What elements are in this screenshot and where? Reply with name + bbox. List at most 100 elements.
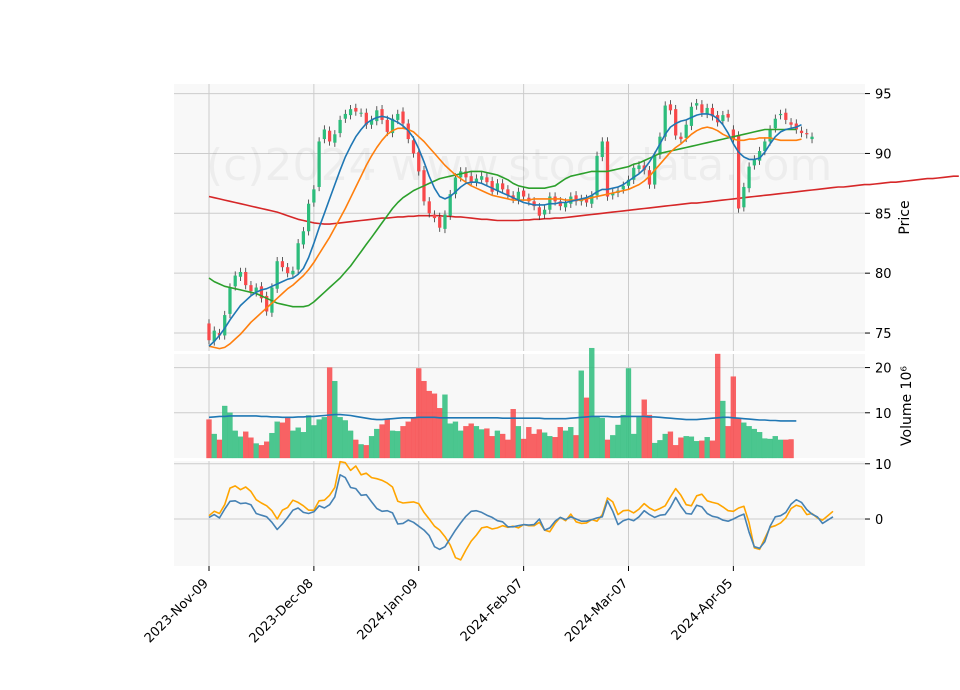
volume-bar xyxy=(279,422,286,459)
candle-body xyxy=(721,115,725,122)
candle-body xyxy=(679,136,683,140)
volume-bars xyxy=(206,347,794,459)
candle-body xyxy=(695,103,699,106)
y-tick-label: 90 xyxy=(875,147,892,162)
volume-bar xyxy=(358,444,364,459)
volume-bar xyxy=(688,436,695,459)
candle-body xyxy=(768,129,772,142)
volume-bar xyxy=(772,436,778,459)
volume-bar xyxy=(704,437,710,459)
volume-y-ticks: 10 20 xyxy=(865,362,892,422)
volume-bar xyxy=(657,440,663,459)
ma-fast-line xyxy=(208,113,802,347)
volume-bar xyxy=(583,397,590,459)
candle-body xyxy=(710,107,715,117)
ma-mid-line xyxy=(208,126,802,350)
candle-body xyxy=(375,110,379,122)
candle-body xyxy=(611,192,615,196)
volume-bar xyxy=(227,412,233,459)
candle-body xyxy=(705,107,709,114)
candle-body xyxy=(401,111,405,124)
candle-body xyxy=(626,179,631,186)
candle-body xyxy=(480,176,484,180)
candle-body xyxy=(254,287,258,293)
candle-body xyxy=(516,191,521,201)
candle-body xyxy=(726,113,730,118)
volume-bar xyxy=(473,426,480,459)
candle-body xyxy=(810,136,814,140)
candle-body xyxy=(223,315,227,336)
volume-bar xyxy=(568,427,574,459)
ma-slow-line xyxy=(208,128,797,308)
volume-bar xyxy=(541,432,548,459)
candle-body xyxy=(385,119,389,132)
volume-bar xyxy=(326,367,333,459)
volume-bar xyxy=(662,433,668,459)
candle-body xyxy=(301,231,306,245)
candle-body xyxy=(668,104,673,111)
moving-average-lines xyxy=(208,113,802,350)
candle-body xyxy=(333,134,337,143)
candle-body xyxy=(469,176,473,183)
x-tick-label: 2024-Apr-05 xyxy=(669,576,736,643)
x-tick-label: 2024-Feb-07 xyxy=(458,576,527,645)
volume-bar xyxy=(741,422,747,459)
candle-body xyxy=(584,198,589,203)
x-tick-label: 2023-Nov-09 xyxy=(142,576,212,646)
volume-bar xyxy=(520,438,527,459)
x-axis: 2023-Nov-09 2023-Dec-08 2024-Jan-09 2024-Fe… xyxy=(142,566,736,646)
volume-bar xyxy=(285,418,291,459)
volume-bar xyxy=(573,435,579,459)
volume-bar xyxy=(510,409,516,459)
candle-body xyxy=(501,183,505,190)
candle-body xyxy=(411,140,416,154)
volume-bar xyxy=(604,439,611,459)
candle-body xyxy=(485,177,489,183)
volume-bar xyxy=(767,438,773,459)
candle-body xyxy=(244,271,248,286)
volume-bar xyxy=(342,420,348,459)
volume-bar xyxy=(379,424,385,459)
candle-body xyxy=(789,122,793,125)
candle-body xyxy=(736,135,741,209)
volume-bar xyxy=(641,399,647,459)
volume-bar xyxy=(258,445,265,459)
candle-body xyxy=(663,105,667,137)
candle-body xyxy=(464,171,468,178)
x-tick-label: 2023-Dec-08 xyxy=(247,576,317,646)
volume-bar xyxy=(463,426,469,459)
candle-body xyxy=(590,195,594,204)
volume-bar xyxy=(494,430,501,459)
candle-body xyxy=(249,285,253,292)
candle-body xyxy=(521,190,526,197)
volume-bar xyxy=(526,427,532,459)
volume-ma-layer xyxy=(208,413,797,422)
y-tick-label: 95 xyxy=(875,88,892,103)
volume-bar xyxy=(416,368,422,459)
volume-bar xyxy=(421,380,427,459)
volume-ma-line xyxy=(208,413,797,422)
volume-bar xyxy=(500,433,506,459)
volume-bar xyxy=(232,430,238,459)
candle-body xyxy=(757,151,762,161)
candle-body xyxy=(474,178,479,183)
volume-bar xyxy=(332,380,338,459)
volume-bar xyxy=(610,435,616,459)
candle-body xyxy=(359,112,363,114)
candle-body xyxy=(291,270,295,275)
volume-bar xyxy=(368,436,375,459)
candle-body xyxy=(658,136,662,155)
volume-bar xyxy=(452,421,459,459)
volume-bar xyxy=(746,426,752,459)
indicator-gridlines xyxy=(174,461,865,566)
volume-bar xyxy=(216,439,223,459)
candle-body xyxy=(364,112,368,125)
volume-bar xyxy=(709,440,716,459)
volume-bar xyxy=(437,408,443,459)
candle-body xyxy=(537,207,541,216)
candle-body xyxy=(621,185,625,190)
candle-body xyxy=(689,106,694,126)
volume-bar xyxy=(337,417,343,459)
volume-bar xyxy=(395,431,401,459)
volume-bar xyxy=(442,394,448,459)
